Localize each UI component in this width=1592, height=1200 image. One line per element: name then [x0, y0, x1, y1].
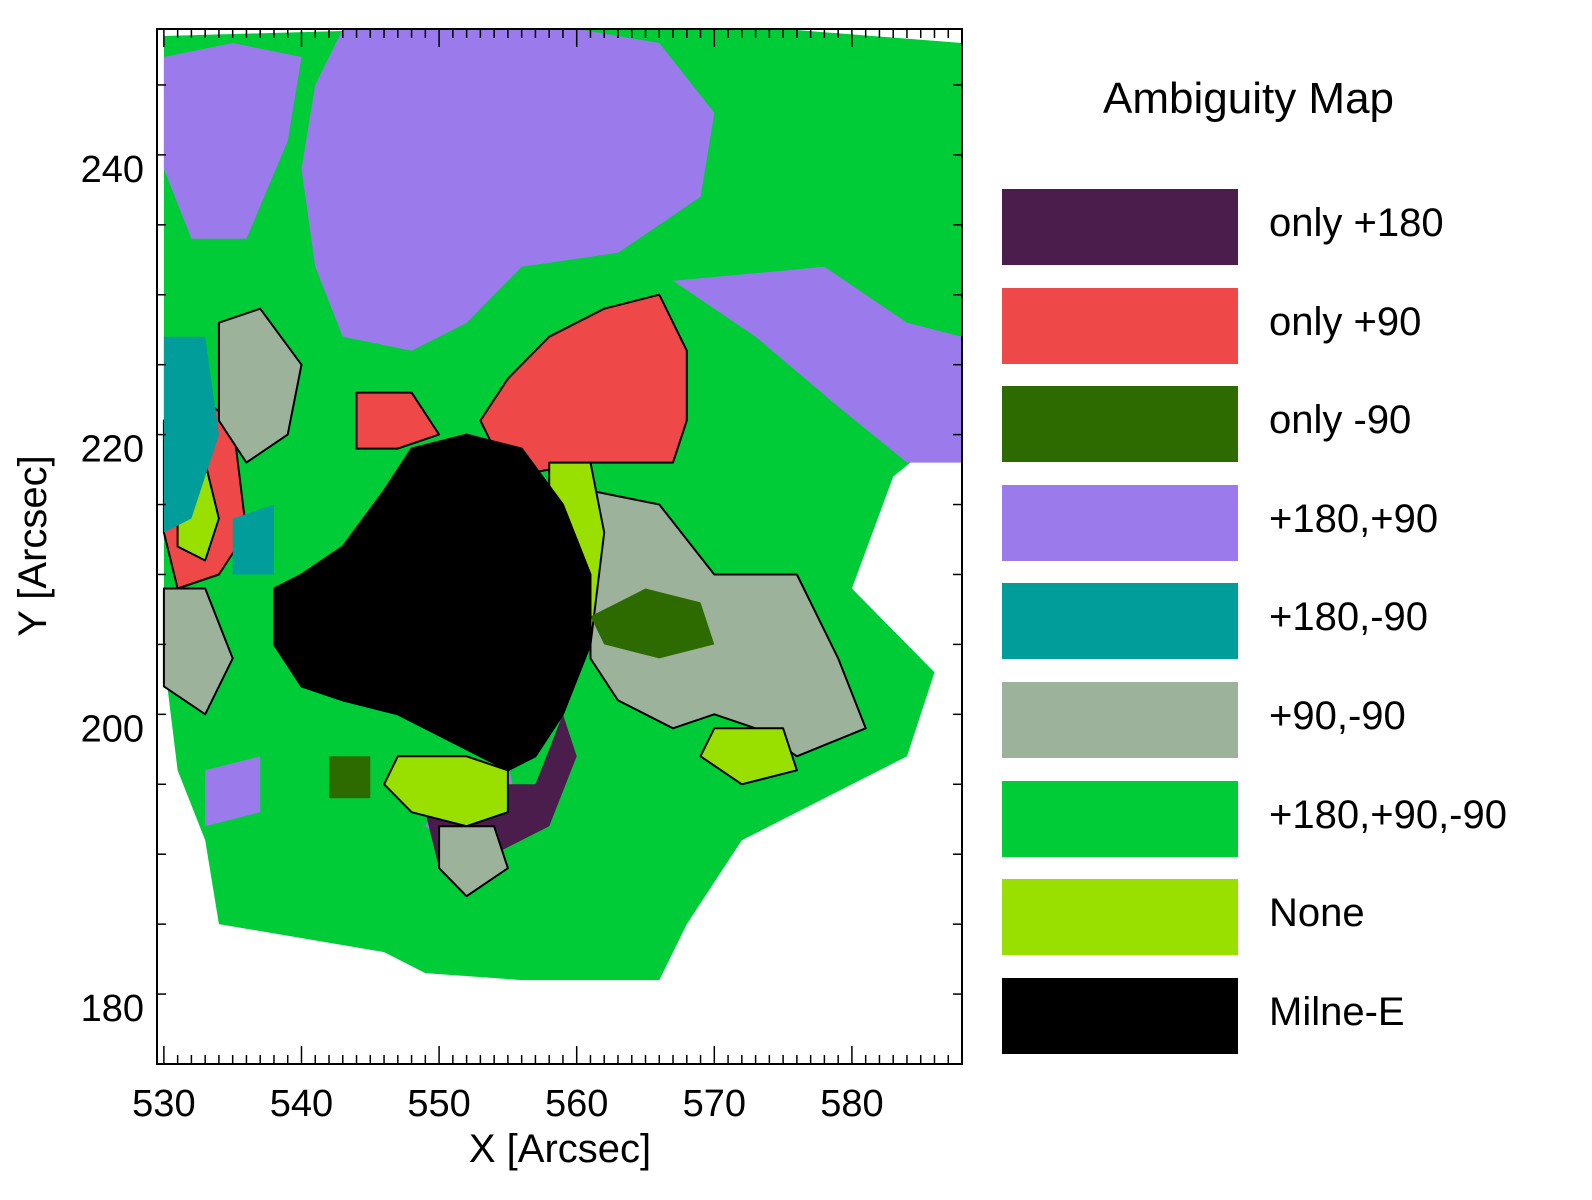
x-tick-label-560: 560 — [545, 1083, 608, 1125]
legend-swatch-only-p90 — [1002, 287, 1238, 364]
x-tick-label-570: 570 — [683, 1083, 746, 1125]
legend-item-p180-p90: +180,+90 — [1002, 484, 1562, 561]
legend-label-p180-p90: +180,+90 — [1269, 496, 1439, 541]
region-p90-m90-14 — [438, 825, 509, 898]
region-p90-m90-11 — [589, 489, 867, 758]
legend-swatch-only-m90 — [1002, 386, 1238, 463]
legend-item-p90-m90: +90,-90 — [1002, 682, 1562, 758]
region-p90-m90-13 — [162, 587, 234, 716]
legend-label-p180-m90: +180,-90 — [1269, 595, 1429, 640]
y-tick-label-240: 240 — [81, 149, 144, 191]
x-tick-label-580: 580 — [820, 1083, 883, 1125]
legend-item-none: None — [1002, 879, 1562, 956]
y-tick-label-200: 200 — [81, 708, 144, 750]
legend-label-only-p90: only +90 — [1269, 299, 1422, 344]
region-only-m90-20 — [329, 756, 371, 799]
y-axis-title: Y [Arcsec] — [11, 455, 55, 637]
region-none-15 — [383, 755, 509, 828]
region-none-18 — [699, 727, 798, 786]
legend-item-only-p180: only +180 — [1002, 189, 1562, 265]
x-tick-label-550: 550 — [407, 1083, 470, 1125]
y-tick-label-180: 180 — [81, 988, 144, 1030]
legend-swatch-p180-p90-m90 — [1002, 780, 1238, 857]
legend-item-only-p90: only +90 — [1002, 287, 1562, 364]
x-axis-title: X [Arcsec] — [469, 1127, 651, 1171]
legend-item-p180-m90: +180,-90 — [1002, 583, 1562, 660]
region-milneme-23 — [273, 433, 592, 772]
legend-item-p180-p90-m90: +180,+90,-90 — [1002, 780, 1562, 857]
region-p180-m90-21 — [163, 336, 219, 533]
plot-frame — [156, 28, 963, 1065]
legend-label-p90-m90: +90,-90 — [1269, 694, 1406, 738]
legend-title: Ambiguity Map — [1103, 74, 1395, 123]
region-only-p90-8 — [479, 293, 688, 478]
legend-item-only-m90: only -90 — [1002, 386, 1562, 463]
region-p90-m90-12 — [217, 307, 303, 464]
ambiguity-map-layer — [162, 29, 962, 981]
region-p180-m90-22 — [232, 504, 274, 575]
x-tick-label-530: 530 — [132, 1083, 195, 1125]
region-p180-p90-3 — [163, 43, 302, 239]
x-axis: 530 540 550 560 570 580 — [132, 29, 963, 1125]
legend-swatch-milneme — [1002, 977, 1238, 1054]
region-p180-p90-2 — [673, 266, 962, 463]
region-only-p90-9 — [355, 391, 441, 450]
legend-item-milneme: Milne-E — [1002, 977, 1562, 1054]
legend-swatch-p90-m90 — [1002, 682, 1238, 758]
region-p180-p90-4 — [205, 756, 261, 827]
y-tick-label-220: 220 — [81, 429, 144, 471]
region-only-m90-19 — [590, 588, 715, 659]
legend-label-none: None — [1269, 891, 1365, 936]
legend-label-only-m90: only -90 — [1269, 398, 1412, 443]
legend-swatch-p180-p90 — [1002, 484, 1238, 561]
legend-swatch-none — [1002, 879, 1238, 956]
x-tick-label-540: 540 — [270, 1083, 333, 1125]
legend-swatch-p180-m90 — [1002, 583, 1238, 660]
legend-label-only-p180: only +180 — [1269, 201, 1444, 245]
legend-swatch-only-p180 — [1002, 189, 1238, 265]
region-p180-p90-1 — [301, 29, 715, 351]
y-axis: 180 200 220 240 — [81, 84, 962, 1065]
legend-label-p180-p90-m90: +180,+90,-90 — [1269, 792, 1507, 837]
legend-label-milneme: Milne-E — [1269, 989, 1405, 1034]
